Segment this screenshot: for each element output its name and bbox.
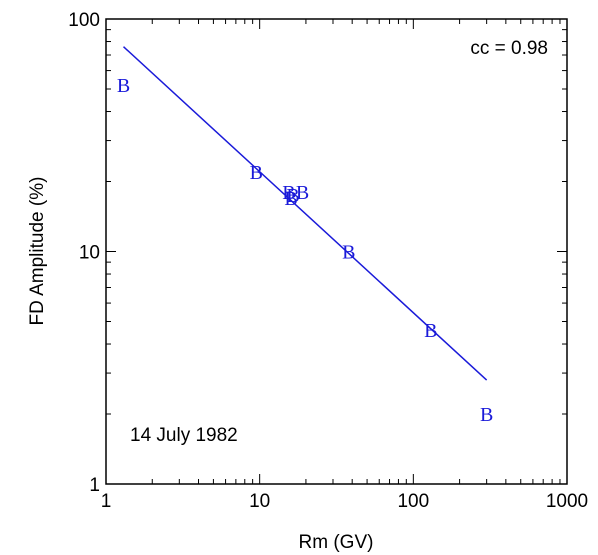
data-point: B (282, 182, 295, 204)
y-tick-labels: 1 10 100 (68, 10, 100, 496)
data-point: B (296, 182, 309, 204)
y-axis-label: FD Amplitude (%) (27, 177, 48, 326)
x-tick-label: 10 (249, 491, 270, 512)
correlation-annotation: cc = 0.98 (470, 38, 548, 59)
data-point: B (250, 162, 263, 184)
data-point: B (480, 404, 493, 426)
x-tick-label: 1 (101, 491, 112, 512)
event-date-annotation: 14 July 1982 (130, 425, 238, 446)
y-tick-label: 10 (79, 243, 100, 264)
data-point: B (342, 242, 355, 264)
x-tick-label: 100 (397, 491, 429, 512)
plot-frame (105, 18, 568, 485)
x-tick-labels: 1 10 100 1000 (101, 491, 588, 512)
y-tick-label: 100 (68, 10, 100, 31)
data-point: B (424, 320, 437, 342)
data-point: B (117, 75, 130, 97)
x-axis-label: Rm (GV) (299, 532, 374, 553)
data-point: B (284, 188, 297, 210)
x-tick-label: 1000 (546, 491, 588, 512)
y-tick-label: 1 (89, 475, 100, 496)
axis-ticks (105, 19, 567, 485)
data-point: B (286, 185, 299, 207)
fit-line (123, 46, 488, 381)
